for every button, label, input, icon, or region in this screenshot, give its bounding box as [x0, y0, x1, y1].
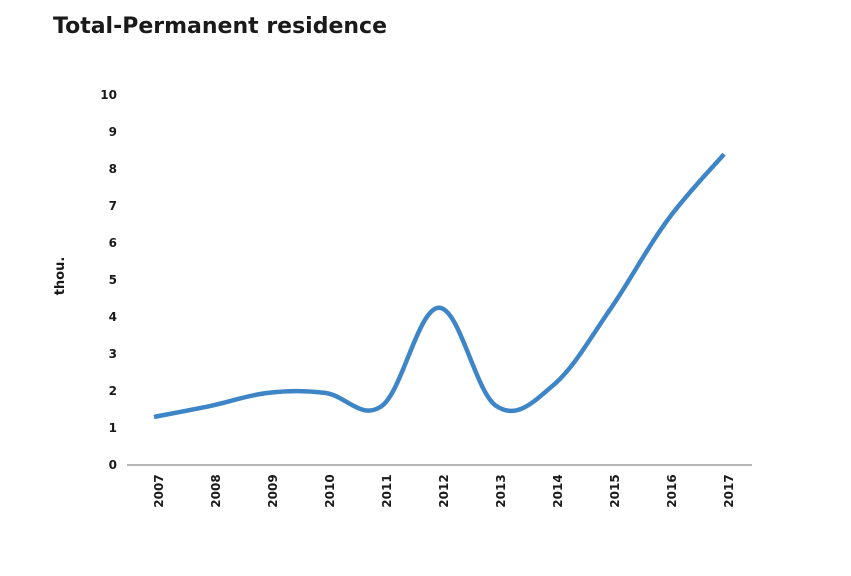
y-axis-label: thou. [53, 257, 68, 296]
y-tick-label: 0 [109, 458, 117, 472]
x-tick-label: 2015 [608, 474, 622, 507]
x-axis-ticks: 2007 2008 2009 2010 2011 2012 2013 2014 2015 2016… [152, 474, 736, 507]
y-tick-label: 5 [109, 273, 117, 287]
x-tick-label: 2010 [323, 474, 337, 507]
x-tick-label: 2008 [209, 474, 223, 507]
y-tick-label: 1 [109, 421, 117, 435]
x-tick-label: 2013 [494, 474, 508, 507]
x-tick-label: 2011 [380, 474, 394, 507]
chart-title: Total-Permanent residence [53, 14, 388, 39]
x-tick-label: 2012 [437, 474, 451, 507]
y-tick-label: 6 [109, 236, 117, 250]
series-group [153, 152, 726, 420]
series-line [153, 152, 726, 420]
x-tick-label: 2016 [665, 474, 679, 507]
y-tick-label: 7 [109, 199, 117, 213]
y-tick-label: 10 [100, 88, 117, 102]
y-tick-label: 2 [109, 384, 117, 398]
x-tick-label: 2017 [722, 474, 736, 507]
x-tick-label: 2014 [551, 474, 565, 507]
y-tick-label: 3 [109, 347, 117, 361]
x-tick-label: 2007 [152, 474, 166, 507]
y-axis-ticks: 0 1 2 3 4 5 6 7 8 9 10 [100, 88, 117, 472]
x-tick-label: 2009 [266, 474, 280, 507]
y-tick-label: 4 [109, 310, 117, 324]
y-tick-label: 8 [109, 162, 117, 176]
y-tick-label: 9 [109, 125, 117, 139]
